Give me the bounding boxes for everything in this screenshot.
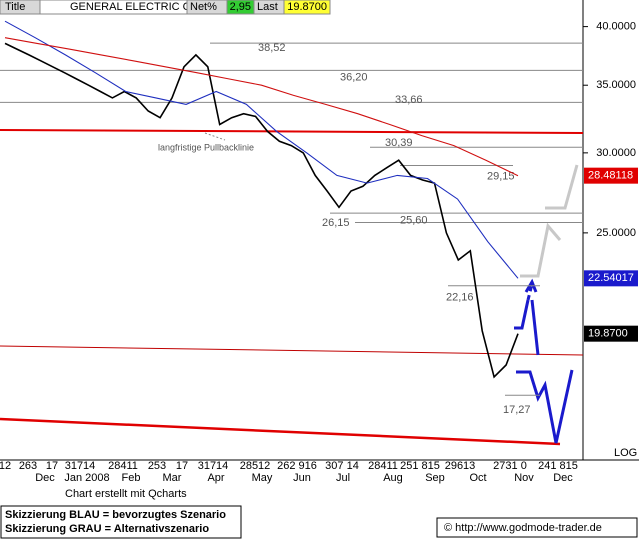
x-tick-label: 263 (19, 460, 37, 472)
x-tick-label: 307 14 (325, 460, 359, 472)
source-box (436, 517, 638, 538)
source: © http://www.godmode-trader.de (444, 522, 602, 534)
level-label: 38,52 (258, 42, 286, 54)
last-badge-label: 28.48118 (588, 170, 633, 182)
trend-line (0, 417, 561, 446)
price-line (4, 37, 519, 177)
scenario-blue (526, 283, 534, 301)
x-month-label: Jan 2008 (64, 472, 109, 484)
x-tick-label: 253 (148, 460, 166, 472)
x-tick-label: 31714 (198, 460, 229, 472)
header-net-value: 2,95 (230, 1, 251, 13)
trend-line (0, 345, 584, 356)
x-month-label: Mar (163, 472, 182, 484)
x-tick-label: 12 (0, 460, 11, 472)
header-net-label: Net% (190, 1, 217, 13)
scenario-blue (516, 369, 574, 444)
x-month-label: Dec (553, 472, 573, 484)
chart-title: GENERAL ELECTRIC CO (70, 1, 200, 13)
x-tick-label: 28512 (240, 460, 271, 472)
trend-pointer (204, 132, 226, 141)
x-tick-label: 28411 (108, 460, 138, 472)
level-label: 36,20 (340, 71, 368, 83)
level-label: 22,16 (446, 292, 474, 304)
level-label: 25,60 (400, 214, 428, 226)
header-cell (283, 0, 331, 15)
price-line (4, 20, 519, 279)
x-tick-label: 29613 (445, 460, 476, 472)
y-tick-label: 30.0000 (596, 147, 636, 159)
x-tick-label: 262 916 (277, 460, 317, 472)
x-tick-label: 241 815 (538, 460, 578, 472)
x-tick-label: 28411 (368, 460, 398, 472)
level-label: 30,39 (385, 137, 413, 149)
x-tick-label: 251 815 (400, 460, 440, 472)
x-month-label: Jul (336, 472, 350, 484)
x-month-label: Apr (207, 472, 224, 484)
scenario-arrow (524, 278, 538, 293)
x-month-label: Nov (514, 472, 534, 484)
x-month-label: Dec (35, 472, 55, 484)
x-month-label: Oct (469, 472, 486, 484)
legend-box (0, 505, 242, 539)
level-label: 17,27 (503, 404, 531, 416)
x-month-label: Sep (425, 472, 445, 484)
x-tick-label: 17 (176, 460, 188, 472)
level-label: 26,15 (322, 217, 350, 229)
credit: Chart erstellt mit Qcharts (65, 488, 187, 500)
legend-text: Skizzierung GRAU = Alternativszenario (5, 523, 209, 535)
scenario-grey (545, 164, 579, 210)
last-badge-label: 22.54017 (588, 272, 634, 284)
header-last-label: Last (257, 1, 278, 13)
scenario-blue (530, 299, 540, 356)
last-badge (584, 325, 638, 342)
y-tick-label: 35.0000 (596, 79, 636, 91)
x-month-label: May (252, 472, 273, 484)
level-label: 33,66 (395, 94, 423, 106)
header-tab: Title (5, 1, 25, 13)
level-label: 29,15 (487, 170, 515, 182)
x-month-label: Aug (383, 472, 403, 484)
scenario-blue (514, 299, 530, 330)
trend-label: langfristige Pullbacklinie (158, 142, 254, 152)
last-badge-label: 19.8700 (588, 328, 628, 340)
scenario-grey (520, 222, 562, 278)
x-month-label: Jun (293, 472, 311, 484)
last-badge (584, 270, 638, 287)
y-tick-label: 25.0000 (596, 227, 636, 239)
x-tick-label: 31714 (65, 460, 96, 472)
legend-text: Skizzierung BLAU = bevorzugtes Szenario (5, 509, 226, 521)
y-tick-label: 40.0000 (596, 21, 636, 33)
x-tick-label: 17 (46, 460, 58, 472)
x-tick-label: 2731 0 (493, 460, 527, 472)
last-badge (584, 167, 638, 184)
scale-label: LOG (614, 447, 637, 459)
trend-line (0, 129, 584, 134)
header-last-value: 19.8700 (287, 1, 327, 13)
x-month-label: Feb (122, 472, 141, 484)
